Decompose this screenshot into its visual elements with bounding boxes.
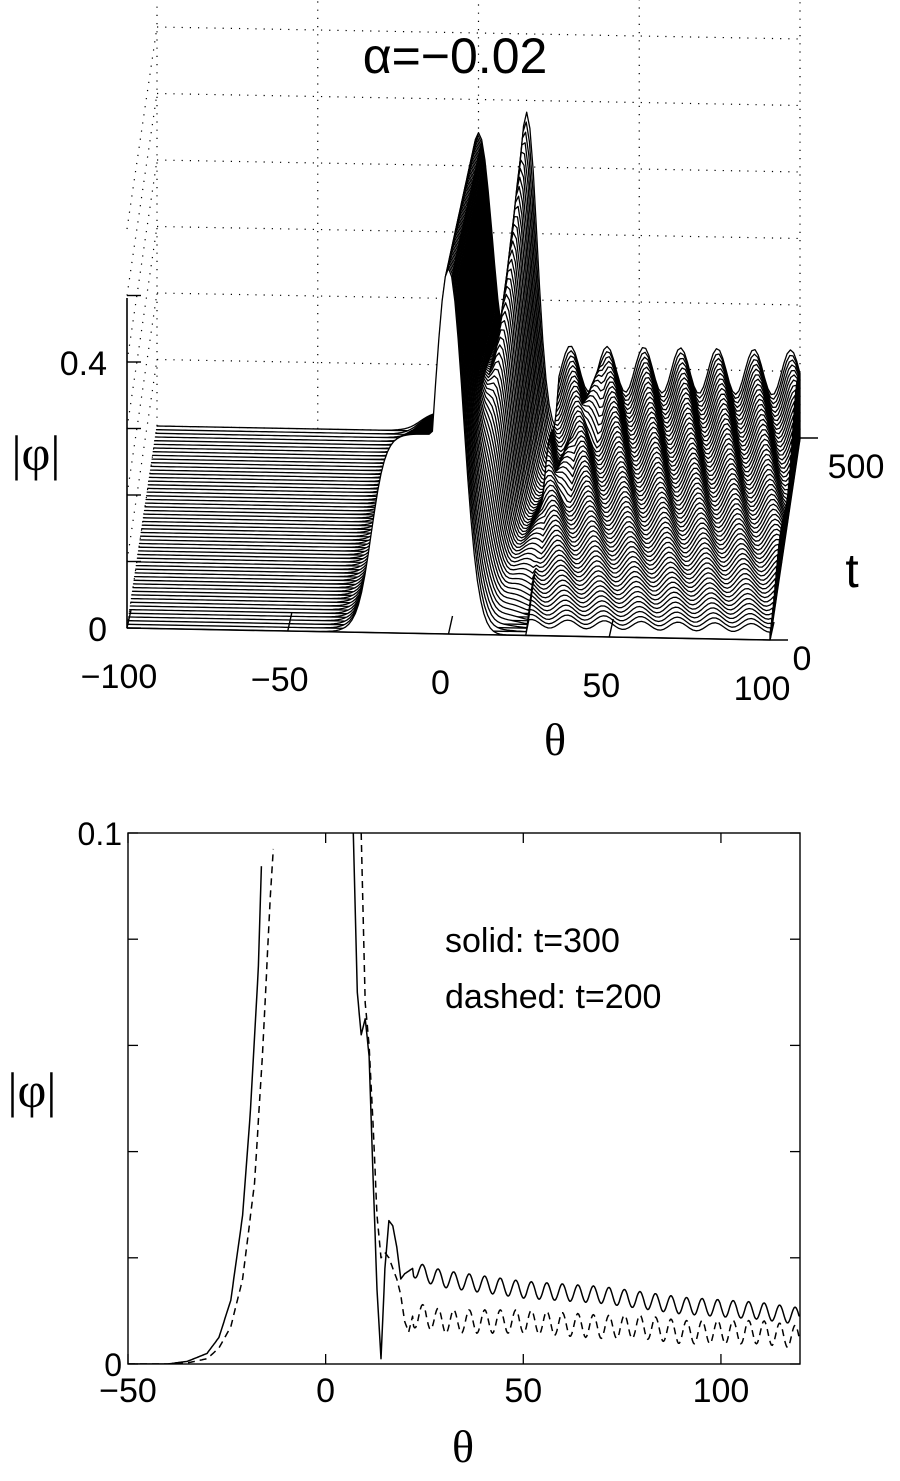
theta-tick <box>287 612 293 632</box>
waterfall-ylabel: |φ| <box>12 425 61 481</box>
x-tick-label: 0 <box>316 1372 335 1410</box>
series-line-dashed <box>128 833 800 1364</box>
grid-line-horizontal <box>156 292 801 306</box>
grid-line-side <box>126 359 158 562</box>
grid-line-horizontal <box>156 26 801 40</box>
grid-line-horizontal <box>156 159 801 173</box>
t-tick-label: 500 <box>828 448 885 486</box>
grid-line-side <box>126 26 158 230</box>
x-tick-label: 50 <box>504 1372 542 1410</box>
t-tick-label: 0 <box>793 640 812 678</box>
profile-ylabel: |φ| <box>8 1062 57 1118</box>
grid-line-side <box>126 292 158 496</box>
y-tick-label: 0 <box>104 1347 122 1383</box>
theta-tick <box>126 609 132 629</box>
t-axis-line <box>769 437 801 641</box>
phi-tick-label: 0.4 <box>60 345 107 383</box>
phi-tick-label: 0 <box>88 611 107 649</box>
theta-tick-label: −50 <box>251 661 309 699</box>
waterfall-xlabel: θ <box>544 714 566 765</box>
x-tick-label: 100 <box>693 1372 750 1410</box>
legend-annotation-solid: solid: t=300 <box>445 922 620 960</box>
x-tick-label: −50 <box>99 1372 157 1410</box>
plot-frame <box>127 832 801 1365</box>
grid-line-horizontal <box>156 225 801 240</box>
theta-tick-label: 0 <box>431 664 450 702</box>
waterfall-traces <box>126 111 801 641</box>
waterfall-tlabel: t <box>845 545 858 598</box>
theta-tick <box>769 621 775 641</box>
grid-line-side <box>126 93 158 296</box>
theta-tick-label: 50 <box>582 667 620 705</box>
theta-tick-label: −100 <box>81 658 158 696</box>
grid-line-side <box>126 159 158 363</box>
grid-line-horizontal <box>156 358 801 373</box>
legend-annotation-dashed: dashed: t=200 <box>445 978 661 1016</box>
profile-series <box>128 833 800 1364</box>
theta-tick <box>608 618 614 638</box>
grid-line-horizontal <box>156 92 801 107</box>
figure-title: α=−0.02 <box>363 28 548 84</box>
theta-tick-label: 100 <box>734 670 791 708</box>
grid-line-side <box>126 226 158 429</box>
grid-line-side <box>126 425 158 629</box>
series-line-solid <box>128 833 800 1364</box>
theta-tick <box>447 615 454 635</box>
y-tick-label: 0.1 <box>78 816 122 852</box>
profile-xlabel: θ <box>452 1421 474 1472</box>
